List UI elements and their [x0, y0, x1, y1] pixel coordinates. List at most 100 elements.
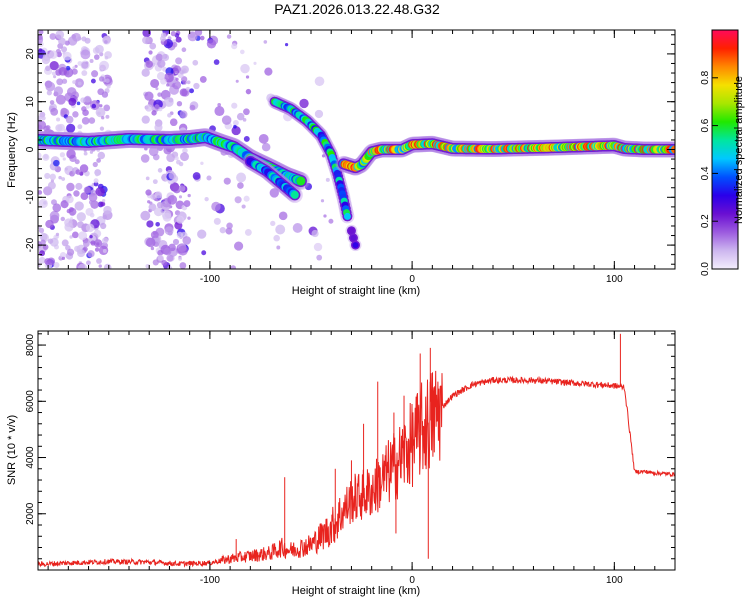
noise-blob [78, 231, 88, 241]
noise-blob [160, 78, 167, 85]
noise-blob [38, 120, 47, 130]
noise-blob [94, 247, 100, 252]
noise-blob [171, 41, 178, 48]
noise-blob [275, 224, 286, 235]
noise-blob [231, 125, 241, 136]
noise-blob [66, 182, 75, 192]
noise-blob [91, 147, 96, 152]
noise-blob [38, 30, 44, 35]
noise-blob [230, 265, 237, 269]
noise-blob [145, 176, 150, 181]
noise-blob [56, 117, 61, 122]
noise-blob [145, 60, 154, 68]
noise-blob [71, 231, 79, 239]
noise-blob [154, 104, 160, 110]
noise-blob [142, 36, 150, 45]
noise-blob [161, 259, 168, 266]
noise-blob [83, 240, 90, 248]
noise-blob [57, 123, 66, 132]
colorbar-tick-label: 0.0 [700, 262, 711, 276]
noise-blob [304, 182, 313, 191]
noise-blob [69, 235, 73, 239]
noise-blob [176, 101, 183, 107]
noise-blob [49, 50, 58, 59]
noise-blob [168, 172, 177, 180]
ridge-core [352, 242, 359, 249]
noise-blob [264, 67, 273, 76]
noise-blob [187, 216, 191, 220]
noise-blob [58, 66, 68, 76]
noise-blob [155, 53, 163, 61]
noise-blob [314, 109, 324, 119]
x-tick-label: 100 [606, 575, 623, 586]
noise-blob [77, 81, 82, 86]
noise-blob [95, 44, 104, 54]
noise-blob [90, 240, 96, 246]
y-tick-label: -20 [25, 237, 36, 252]
noise-blob [38, 34, 43, 41]
noise-blob [157, 254, 164, 262]
noise-blob [38, 262, 41, 268]
noise-blob [96, 148, 101, 152]
noise-blob [100, 222, 107, 230]
noise-blob [157, 168, 163, 173]
noise-blob [284, 43, 289, 47]
noise-blob [96, 158, 101, 163]
noise-blob [199, 75, 207, 83]
noise-blob [95, 186, 105, 197]
noise-blob [148, 50, 153, 55]
noise-blob [105, 114, 110, 119]
noise-blob [56, 78, 64, 86]
noise-blob [47, 181, 56, 190]
noise-blob [59, 252, 67, 259]
noise-blob [49, 33, 57, 40]
noise-blob [44, 258, 52, 265]
noise-blob [299, 98, 309, 109]
noise-blob [72, 80, 77, 84]
noise-blob [91, 103, 97, 109]
y-tick-label: 6000 [25, 390, 36, 413]
noise-blob [213, 59, 220, 65]
colorbar-tick-label: 0.2 [700, 214, 711, 228]
noise-blob [141, 115, 150, 124]
noise-blob [99, 126, 105, 131]
noise-blob [80, 192, 89, 201]
noise-blob [148, 146, 159, 157]
noise-blob [278, 211, 288, 221]
noise-blob [104, 55, 109, 60]
noise-blob [177, 245, 188, 256]
noise-blob [55, 30, 65, 39]
noise-blob [77, 36, 82, 41]
noise-blob [53, 75, 57, 79]
ridge-core [348, 227, 355, 234]
noise-blob [161, 53, 170, 62]
noise-blob [159, 35, 166, 42]
noise-blob [55, 232, 60, 237]
noise-blob [237, 182, 244, 189]
noise-blob [77, 249, 86, 258]
noise-blob [149, 42, 157, 50]
noise-blob [53, 159, 60, 167]
noise-blob [58, 37, 66, 46]
noise-blob [96, 258, 102, 264]
noise-blob [154, 123, 163, 132]
noise-blob [49, 173, 56, 181]
noise-blob [163, 97, 174, 107]
y-tick-label: 20 [25, 48, 36, 60]
noise-blob [226, 34, 232, 39]
noise-blob [60, 200, 69, 209]
noise-blob [41, 55, 51, 65]
noise-blob [66, 248, 75, 256]
noise-blob [235, 79, 239, 83]
noise-blob [182, 147, 188, 154]
noise-blob [101, 116, 105, 120]
noise-blob [144, 146, 148, 151]
noise-blob [99, 104, 103, 108]
snr-frame [37, 330, 676, 571]
noise-blob [193, 82, 200, 90]
noise-blob [258, 133, 269, 144]
noise-blob [106, 84, 111, 89]
noise-blob [161, 210, 172, 220]
noise-blob [42, 244, 49, 250]
